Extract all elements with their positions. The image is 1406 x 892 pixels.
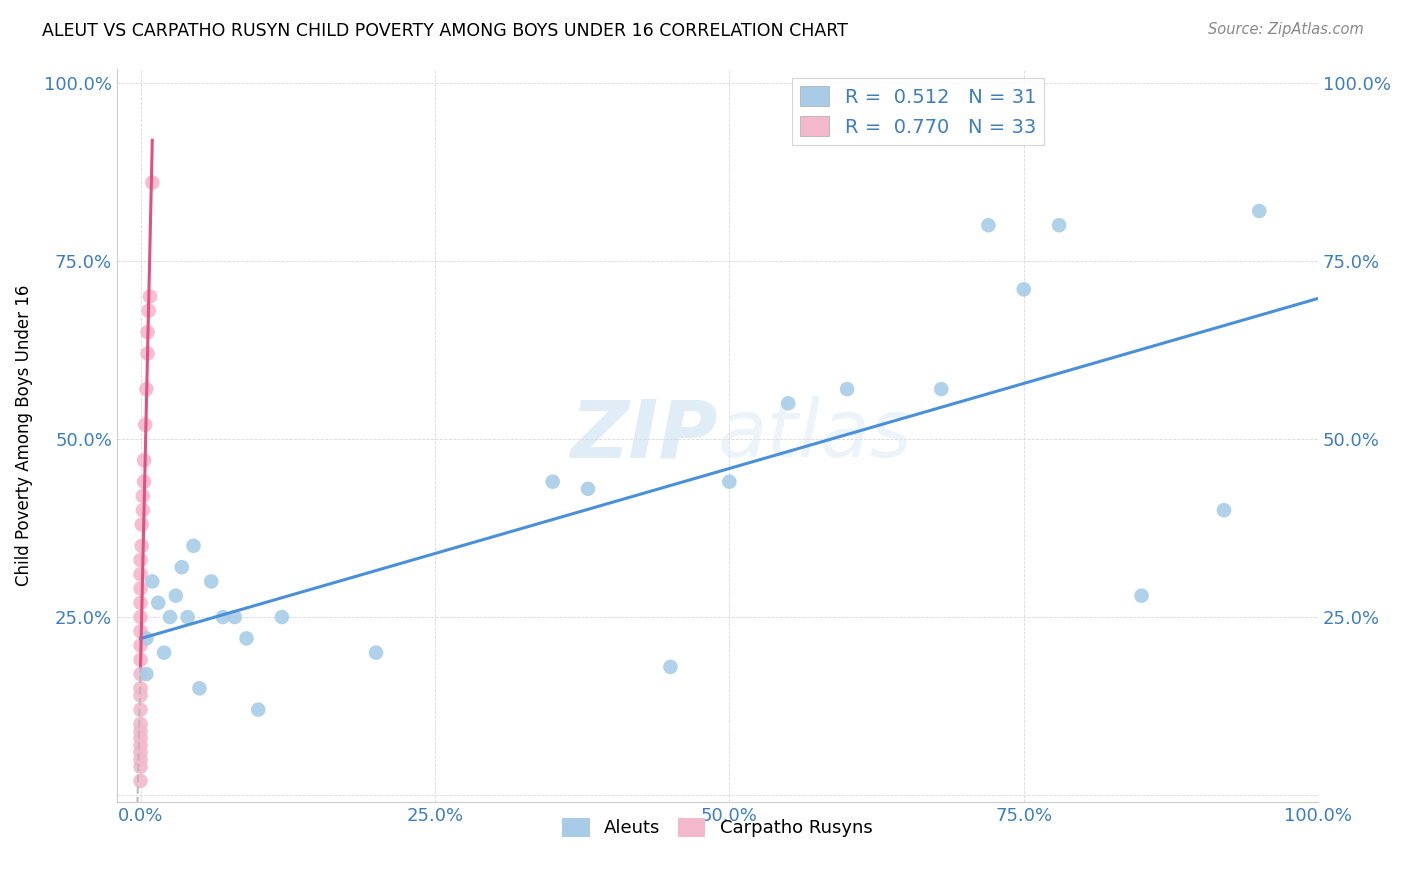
Point <box>129 746 152 760</box>
Point <box>129 610 152 624</box>
Point <box>129 703 152 717</box>
Point <box>1249 204 1271 219</box>
Point <box>129 739 152 753</box>
Point <box>165 589 187 603</box>
Point <box>129 689 152 703</box>
Point <box>153 646 176 660</box>
Point <box>139 289 162 303</box>
Point <box>235 632 257 646</box>
Point <box>129 567 152 582</box>
Point <box>129 667 152 681</box>
Point <box>129 553 152 567</box>
Point <box>138 303 160 318</box>
Point <box>835 382 858 396</box>
Point <box>129 731 152 746</box>
Point <box>131 517 153 532</box>
Point <box>141 176 163 190</box>
Point <box>1130 589 1153 603</box>
Point <box>159 610 181 624</box>
Point <box>129 773 152 788</box>
Point <box>224 610 246 624</box>
Point <box>135 382 157 396</box>
Point <box>212 610 235 624</box>
Point <box>129 717 152 731</box>
Point <box>183 539 205 553</box>
Point <box>364 646 387 660</box>
Text: atlas: atlas <box>717 396 912 475</box>
Point <box>129 582 152 596</box>
Point <box>129 639 152 653</box>
Point <box>131 539 153 553</box>
Point <box>129 752 152 766</box>
Text: ALEUT VS CARPATHO RUSYN CHILD POVERTY AMONG BOYS UNDER 16 CORRELATION CHART: ALEUT VS CARPATHO RUSYN CHILD POVERTY AM… <box>42 22 848 40</box>
Point <box>132 475 155 489</box>
Point <box>1047 219 1070 233</box>
Point <box>129 653 152 667</box>
Point <box>576 482 599 496</box>
Point <box>1213 503 1236 517</box>
Point <box>129 759 152 773</box>
Point <box>136 346 159 360</box>
Legend: Aleuts, Carpatho Rusyns: Aleuts, Carpatho Rusyns <box>555 811 880 845</box>
Point <box>270 610 292 624</box>
Point <box>778 396 800 410</box>
Point <box>134 417 156 432</box>
Point <box>135 667 157 681</box>
Point <box>247 703 270 717</box>
Point <box>200 574 222 589</box>
Point <box>659 660 682 674</box>
Point <box>132 489 155 503</box>
Point <box>541 475 564 489</box>
Point <box>129 624 152 639</box>
Point <box>135 632 157 646</box>
Point <box>129 724 152 739</box>
Point <box>136 325 159 339</box>
Point <box>148 596 170 610</box>
Point <box>129 596 152 610</box>
Point <box>977 219 1000 233</box>
Point <box>929 382 952 396</box>
Text: Source: ZipAtlas.com: Source: ZipAtlas.com <box>1208 22 1364 37</box>
Point <box>176 610 198 624</box>
Point <box>141 574 163 589</box>
Point <box>170 560 193 574</box>
Point <box>132 453 155 467</box>
Point <box>1012 282 1035 296</box>
Text: ZIP: ZIP <box>571 396 717 475</box>
Y-axis label: Child Poverty Among Boys Under 16: Child Poverty Among Boys Under 16 <box>15 285 32 586</box>
Point <box>132 503 155 517</box>
Point <box>718 475 741 489</box>
Point <box>129 681 152 696</box>
Point <box>188 681 211 696</box>
